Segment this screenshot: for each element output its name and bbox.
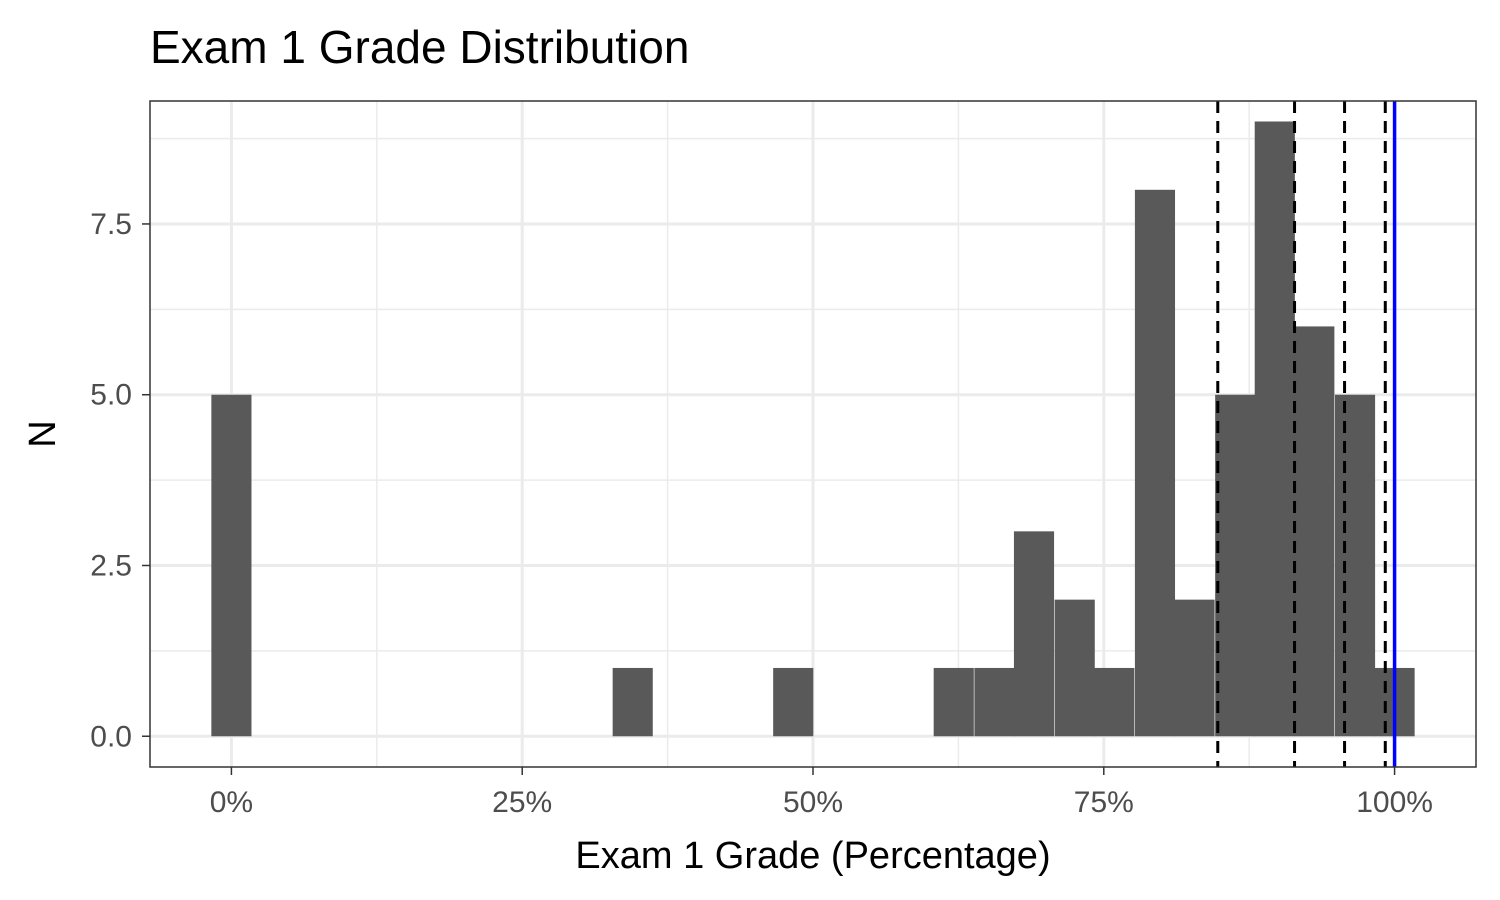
histogram-bar	[1013, 531, 1055, 737]
histogram-bar	[612, 667, 653, 737]
histogram-bar	[1094, 667, 1135, 737]
x-tick-label: 100%	[1356, 786, 1433, 819]
x-tick-label: 75%	[1074, 786, 1134, 819]
reference-lines	[1216, 101, 1397, 767]
y-axis-title: N	[22, 420, 64, 447]
histogram-bar	[773, 667, 814, 737]
x-axis-title: Exam 1 Grade (Percentage)	[575, 835, 1050, 877]
y-tick-label: 5.0	[90, 379, 132, 412]
histogram-bar	[1054, 599, 1095, 737]
histogram-bar	[1294, 326, 1335, 737]
histogram-bar	[974, 667, 1015, 737]
histogram-bar	[1254, 121, 1295, 737]
y-tick-label: 7.5	[90, 208, 132, 241]
histogram-bar	[933, 667, 974, 737]
x-tick-label: 50%	[783, 786, 843, 819]
x-tick-label: 0%	[210, 786, 253, 819]
histogram-bar	[1174, 599, 1215, 737]
histogram-bars	[211, 121, 1415, 737]
histogram-bar	[1215, 394, 1256, 737]
histogram-bar	[1134, 189, 1176, 737]
histogram-bar	[1334, 394, 1376, 737]
y-tick-label: 2.5	[90, 549, 132, 582]
y-tick-label: 0.0	[90, 720, 132, 753]
x-tick-label: 25%	[492, 786, 552, 819]
y-axis: 0.0 2.5 5.0 7.5	[90, 208, 150, 753]
chart-title: Exam 1 Grade Distribution	[150, 21, 689, 73]
x-axis: 0% 25% 50% 75% 100%	[210, 767, 1433, 819]
histogram-bar	[211, 394, 252, 737]
